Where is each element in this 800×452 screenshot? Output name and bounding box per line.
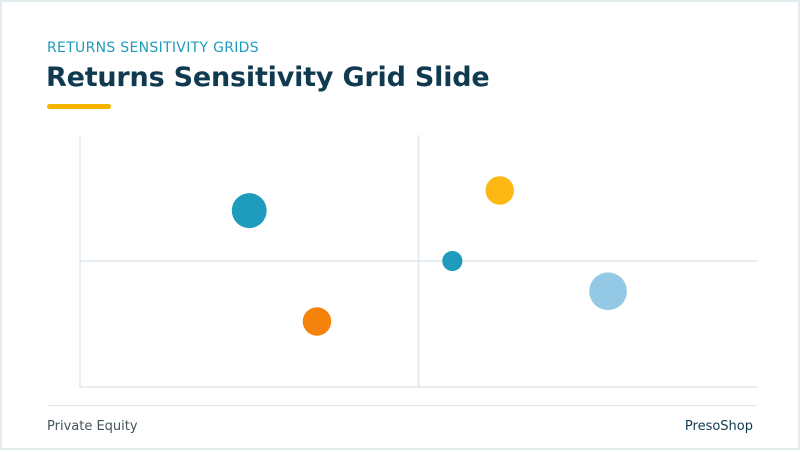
footer-brand: PresoShop <box>684 419 753 434</box>
bubble-point-3 <box>485 176 514 205</box>
chart-axes <box>79 135 757 388</box>
chart-marks <box>231 176 627 336</box>
footer-divider <box>47 405 757 406</box>
bubble-point-5 <box>589 272 627 311</box>
footer-left-label: Private Equity <box>47 419 138 434</box>
slide-eyebrow: RETURNS SENSITIVITY GRIDS <box>47 40 259 56</box>
bubble-point-2 <box>302 307 332 336</box>
slide-title: Returns Sensitivity Grid Slide <box>46 62 490 93</box>
bubble-point-1 <box>231 193 267 229</box>
title-accent-bar <box>47 104 111 109</box>
bubble-point-4 <box>442 250 463 272</box>
